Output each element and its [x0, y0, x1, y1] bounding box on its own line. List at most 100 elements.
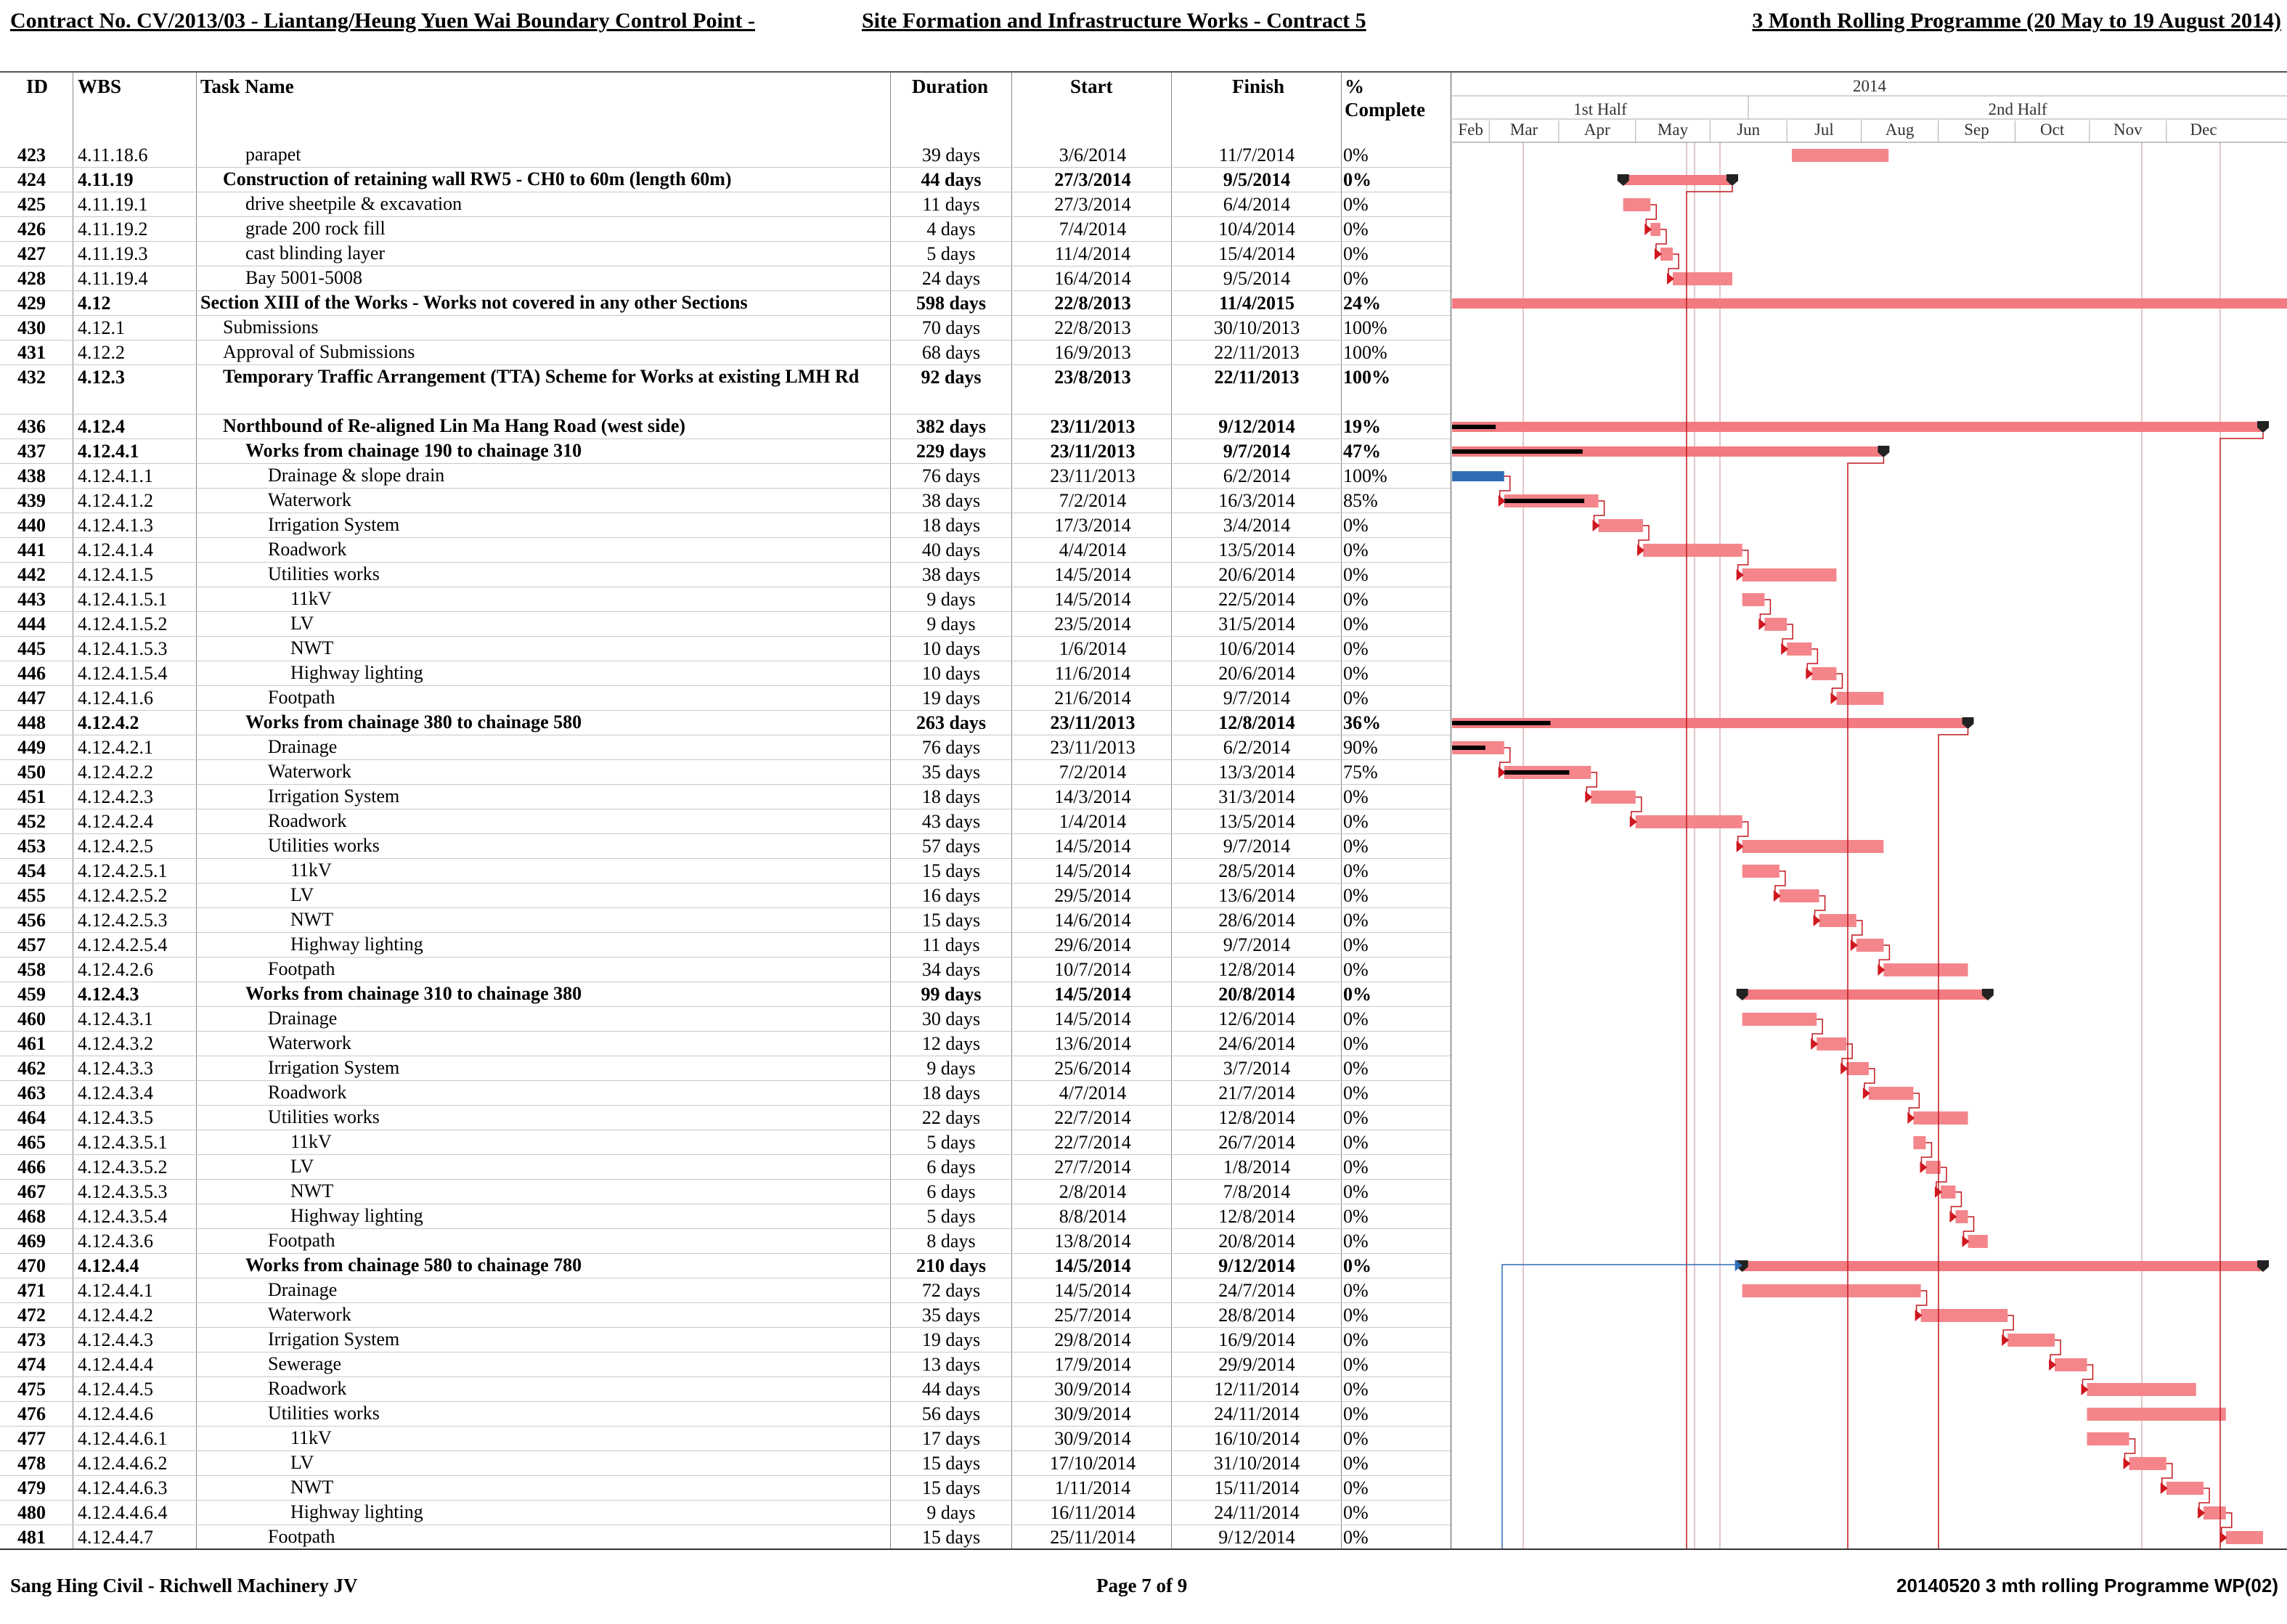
gantt-task-bar	[2225, 1531, 2264, 1544]
task-finish: 6/2/2014	[1223, 737, 1291, 758]
gantt-task-bar	[1779, 889, 1819, 902]
gantt-summary-bar	[1742, 990, 1988, 1000]
programme-title: 3 Month Rolling Programme (20 May to 19 …	[1752, 9, 2281, 33]
task-start: 14/5/2014	[1054, 564, 1131, 585]
task-percent-complete: 0%	[1343, 1255, 1371, 1276]
task-name: Section XIII of the Works - Works not co…	[200, 292, 748, 313]
gantt-task-bar	[1913, 1136, 1926, 1149]
task-percent-complete: 100%	[1343, 317, 1387, 338]
task-start: 4/4/2014	[1059, 539, 1127, 560]
task-id: 462	[17, 1058, 46, 1079]
task-row: 469 4.12.4.3.6 Footpath 8 days 13/8/2014 20/8…	[0, 1229, 1451, 1254]
gantt-link-arrow	[1862, 1088, 1870, 1099]
task-finish: 6/4/2014	[1223, 194, 1291, 215]
gantt-task-bar	[1764, 618, 1787, 631]
gantt-link-arrow	[1592, 520, 1600, 531]
task-percent-complete: 0%	[1343, 836, 1369, 857]
task-duration: 10 days	[921, 638, 981, 659]
gantt-dependency-link	[1908, 1093, 1920, 1118]
gantt-dependency-link	[1831, 673, 1843, 698]
task-start: 14/6/2014	[1054, 910, 1131, 931]
task-finish: 9/12/2014	[1218, 1527, 1295, 1548]
task-start: 23/11/2013	[1050, 712, 1136, 733]
task-name: Waterwork	[268, 761, 351, 782]
task-percent-complete: 0%	[1343, 1403, 1369, 1424]
task-finish: 7/8/2014	[1223, 1181, 1291, 1202]
task-finish: 21/7/2014	[1218, 1082, 1295, 1103]
task-id: 445	[17, 638, 46, 659]
task-duration: 18 days	[921, 786, 981, 807]
task-start: 4/7/2014	[1059, 1082, 1127, 1103]
task-wbs: 4.12.4.4.7	[78, 1527, 153, 1548]
task-finish: 13/3/2014	[1218, 762, 1295, 783]
task-row: 479 4.12.4.4.6.3 NWT 15 days 1/11/2014 15/11/…	[0, 1476, 1451, 1501]
col-divider	[1011, 73, 1012, 1549]
task-finish: 29/9/2014	[1218, 1354, 1295, 1375]
task-duration: 9 days	[926, 1502, 976, 1523]
gantt-progress-bar	[1452, 746, 1485, 750]
gantt-dependency-link	[1737, 550, 1749, 575]
task-duration: 76 days	[921, 737, 981, 758]
task-percent-complete: 0%	[1343, 613, 1369, 634]
task-name: NWT	[290, 1180, 334, 1201]
task-finish: 9/7/2014	[1223, 836, 1291, 857]
task-wbs: 4.12.4.4.1	[78, 1280, 153, 1301]
gantt-task-bar	[2007, 1334, 2055, 1347]
task-id: 451	[17, 786, 46, 807]
task-row: 444 4.12.4.1.5.2 LV 9 days 23/5/2014 31/5/201…	[0, 612, 1451, 637]
task-wbs: 4.12.4.1.5.2	[78, 613, 168, 634]
task-start: 23/11/2013	[1050, 737, 1136, 758]
task-duration: 44 days	[921, 169, 982, 190]
task-start: 27/3/2014	[1054, 169, 1131, 190]
task-duration: 5 days	[926, 1132, 976, 1153]
gantt-dependency-link	[1499, 747, 1511, 772]
col-header-finish: Finish	[1232, 76, 1285, 97]
task-name: 11kV	[290, 1131, 332, 1152]
task-start: 16/4/2014	[1054, 268, 1131, 289]
task-wbs: 4.12.4.1.1	[78, 465, 153, 486]
task-wbs: 4.12.4.4.6.2	[78, 1453, 168, 1474]
task-start: 14/3/2014	[1054, 786, 1131, 807]
gantt-task-bar	[1920, 1309, 2008, 1322]
task-id: 477	[17, 1428, 46, 1449]
task-name: Irrigation System	[268, 514, 400, 535]
task-finish: 20/8/2014	[1218, 1231, 1295, 1252]
task-duration: 56 days	[921, 1403, 981, 1424]
task-finish: 26/7/2014	[1218, 1132, 1295, 1153]
task-percent-complete: 0%	[1343, 564, 1369, 585]
task-percent-complete: 100%	[1343, 367, 1390, 388]
task-id: 481	[17, 1527, 46, 1548]
gantt-dependency-link	[1631, 796, 1642, 822]
task-wbs: 4.12.4.4.4	[78, 1354, 153, 1375]
task-start: 17/9/2014	[1054, 1354, 1131, 1375]
gantt-dependency-link	[2221, 1512, 2233, 1538]
gantt-task-bar	[2166, 1482, 2204, 1495]
task-finish: 3/4/2014	[1223, 515, 1291, 536]
task-start: 14/5/2014	[1054, 836, 1131, 857]
task-finish: 24/11/2014	[1214, 1502, 1300, 1523]
task-name: 11kV	[290, 588, 332, 609]
task-id: 469	[17, 1231, 46, 1252]
task-id: 424	[17, 169, 46, 190]
task-id: 429	[17, 293, 46, 314]
task-percent-complete: 24%	[1343, 293, 1381, 314]
task-duration: 15 days	[921, 1453, 981, 1474]
task-finish: 15/11/2014	[1214, 1477, 1300, 1498]
task-row: 477 4.12.4.4.6.1 11kV 17 days 30/9/2014 16/10…	[0, 1427, 1451, 1451]
task-finish: 13/5/2014	[1218, 539, 1295, 560]
task-wbs: 4.12.4.4.6.4	[78, 1502, 168, 1523]
task-id: 480	[17, 1502, 46, 1523]
task-name: Waterwork	[268, 1304, 351, 1325]
task-row: 472 4.12.4.4.2 Waterwork 35 days 25/7/2014 28…	[0, 1303, 1451, 1328]
task-id: 443	[17, 589, 46, 610]
gantt-task-bar	[1742, 568, 1837, 582]
task-id: 430	[17, 317, 46, 338]
task-name: LV	[290, 1156, 314, 1177]
task-percent-complete: 47%	[1343, 441, 1381, 462]
task-percent-complete: 0%	[1343, 1132, 1369, 1153]
task-name: Drainage	[268, 1279, 338, 1300]
gantt-task-bar	[2087, 1432, 2129, 1445]
month-label-aug: Aug	[1885, 121, 1915, 139]
task-finish: 31/10/2014	[1213, 1453, 1300, 1474]
task-id: 478	[17, 1453, 46, 1474]
